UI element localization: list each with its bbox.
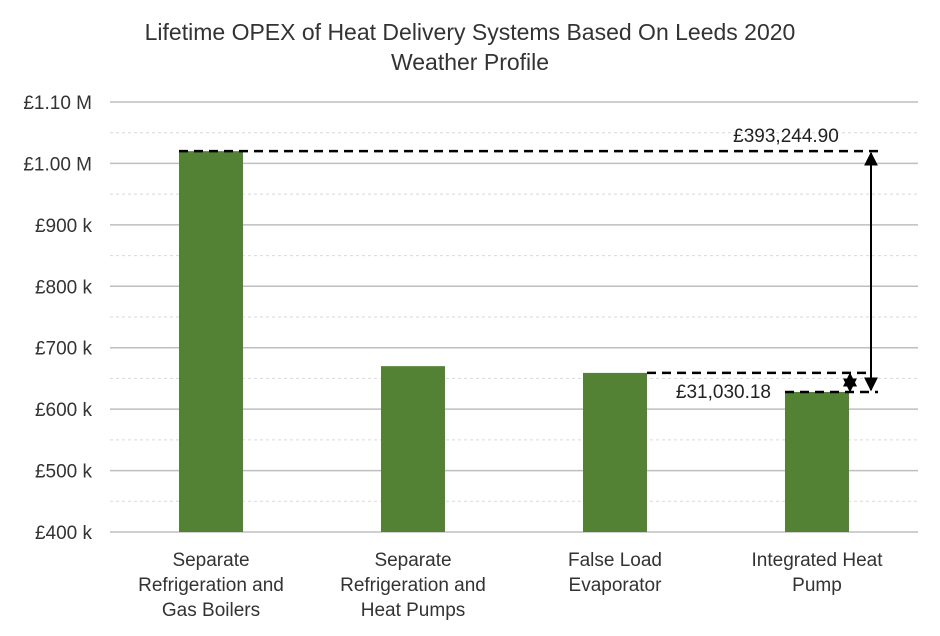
annotation-label: £31,030.18 <box>676 382 771 403</box>
bar <box>179 151 243 532</box>
x-category-label: Evaporator <box>569 575 663 596</box>
x-axis-category-labels: Separate Refrigeration and Gas Boilers Sepa… <box>138 550 883 621</box>
y-tick-label: £900 k <box>35 216 93 237</box>
bars <box>179 151 849 532</box>
x-category-label: False Load <box>568 550 662 571</box>
y-tick-label: £600 k <box>35 400 93 421</box>
bar <box>381 366 445 532</box>
y-tick-label: £500 k <box>35 462 93 483</box>
y-tick-label: £700 k <box>35 339 93 360</box>
bar <box>785 391 849 532</box>
annotation-label: £393,244.90 <box>733 126 839 147</box>
x-category-label: Refrigeration and <box>340 575 486 596</box>
annotations: £393,244.90 £31,030.18 <box>179 126 878 403</box>
x-category-label: Refrigeration and <box>138 575 284 596</box>
y-tick-label: £400 k <box>35 523 93 544</box>
y-tick-label: £1.00 M <box>23 154 92 175</box>
x-category-label: Integrated Heat <box>752 550 884 571</box>
x-category-label: Heat Pumps <box>361 600 466 621</box>
x-category-label: Gas Boilers <box>162 600 260 621</box>
y-tick-label: £800 k <box>35 277 93 298</box>
x-category-label: Separate <box>172 550 249 571</box>
x-category-label: Separate <box>374 550 451 571</box>
x-category-label: Pump <box>792 575 842 596</box>
bar <box>583 372 647 532</box>
y-tick-label: £1.10 M <box>23 93 92 114</box>
chart-title-line-1: Lifetime OPEX of Heat Delivery Systems B… <box>145 19 796 45</box>
chart-title-line-2: Weather Profile <box>391 49 549 75</box>
y-axis-tick-labels: £1.10 M £1.00 M £900 k £800 k £700 k £600 k £5… <box>23 93 92 544</box>
gridlines <box>110 101 918 533</box>
